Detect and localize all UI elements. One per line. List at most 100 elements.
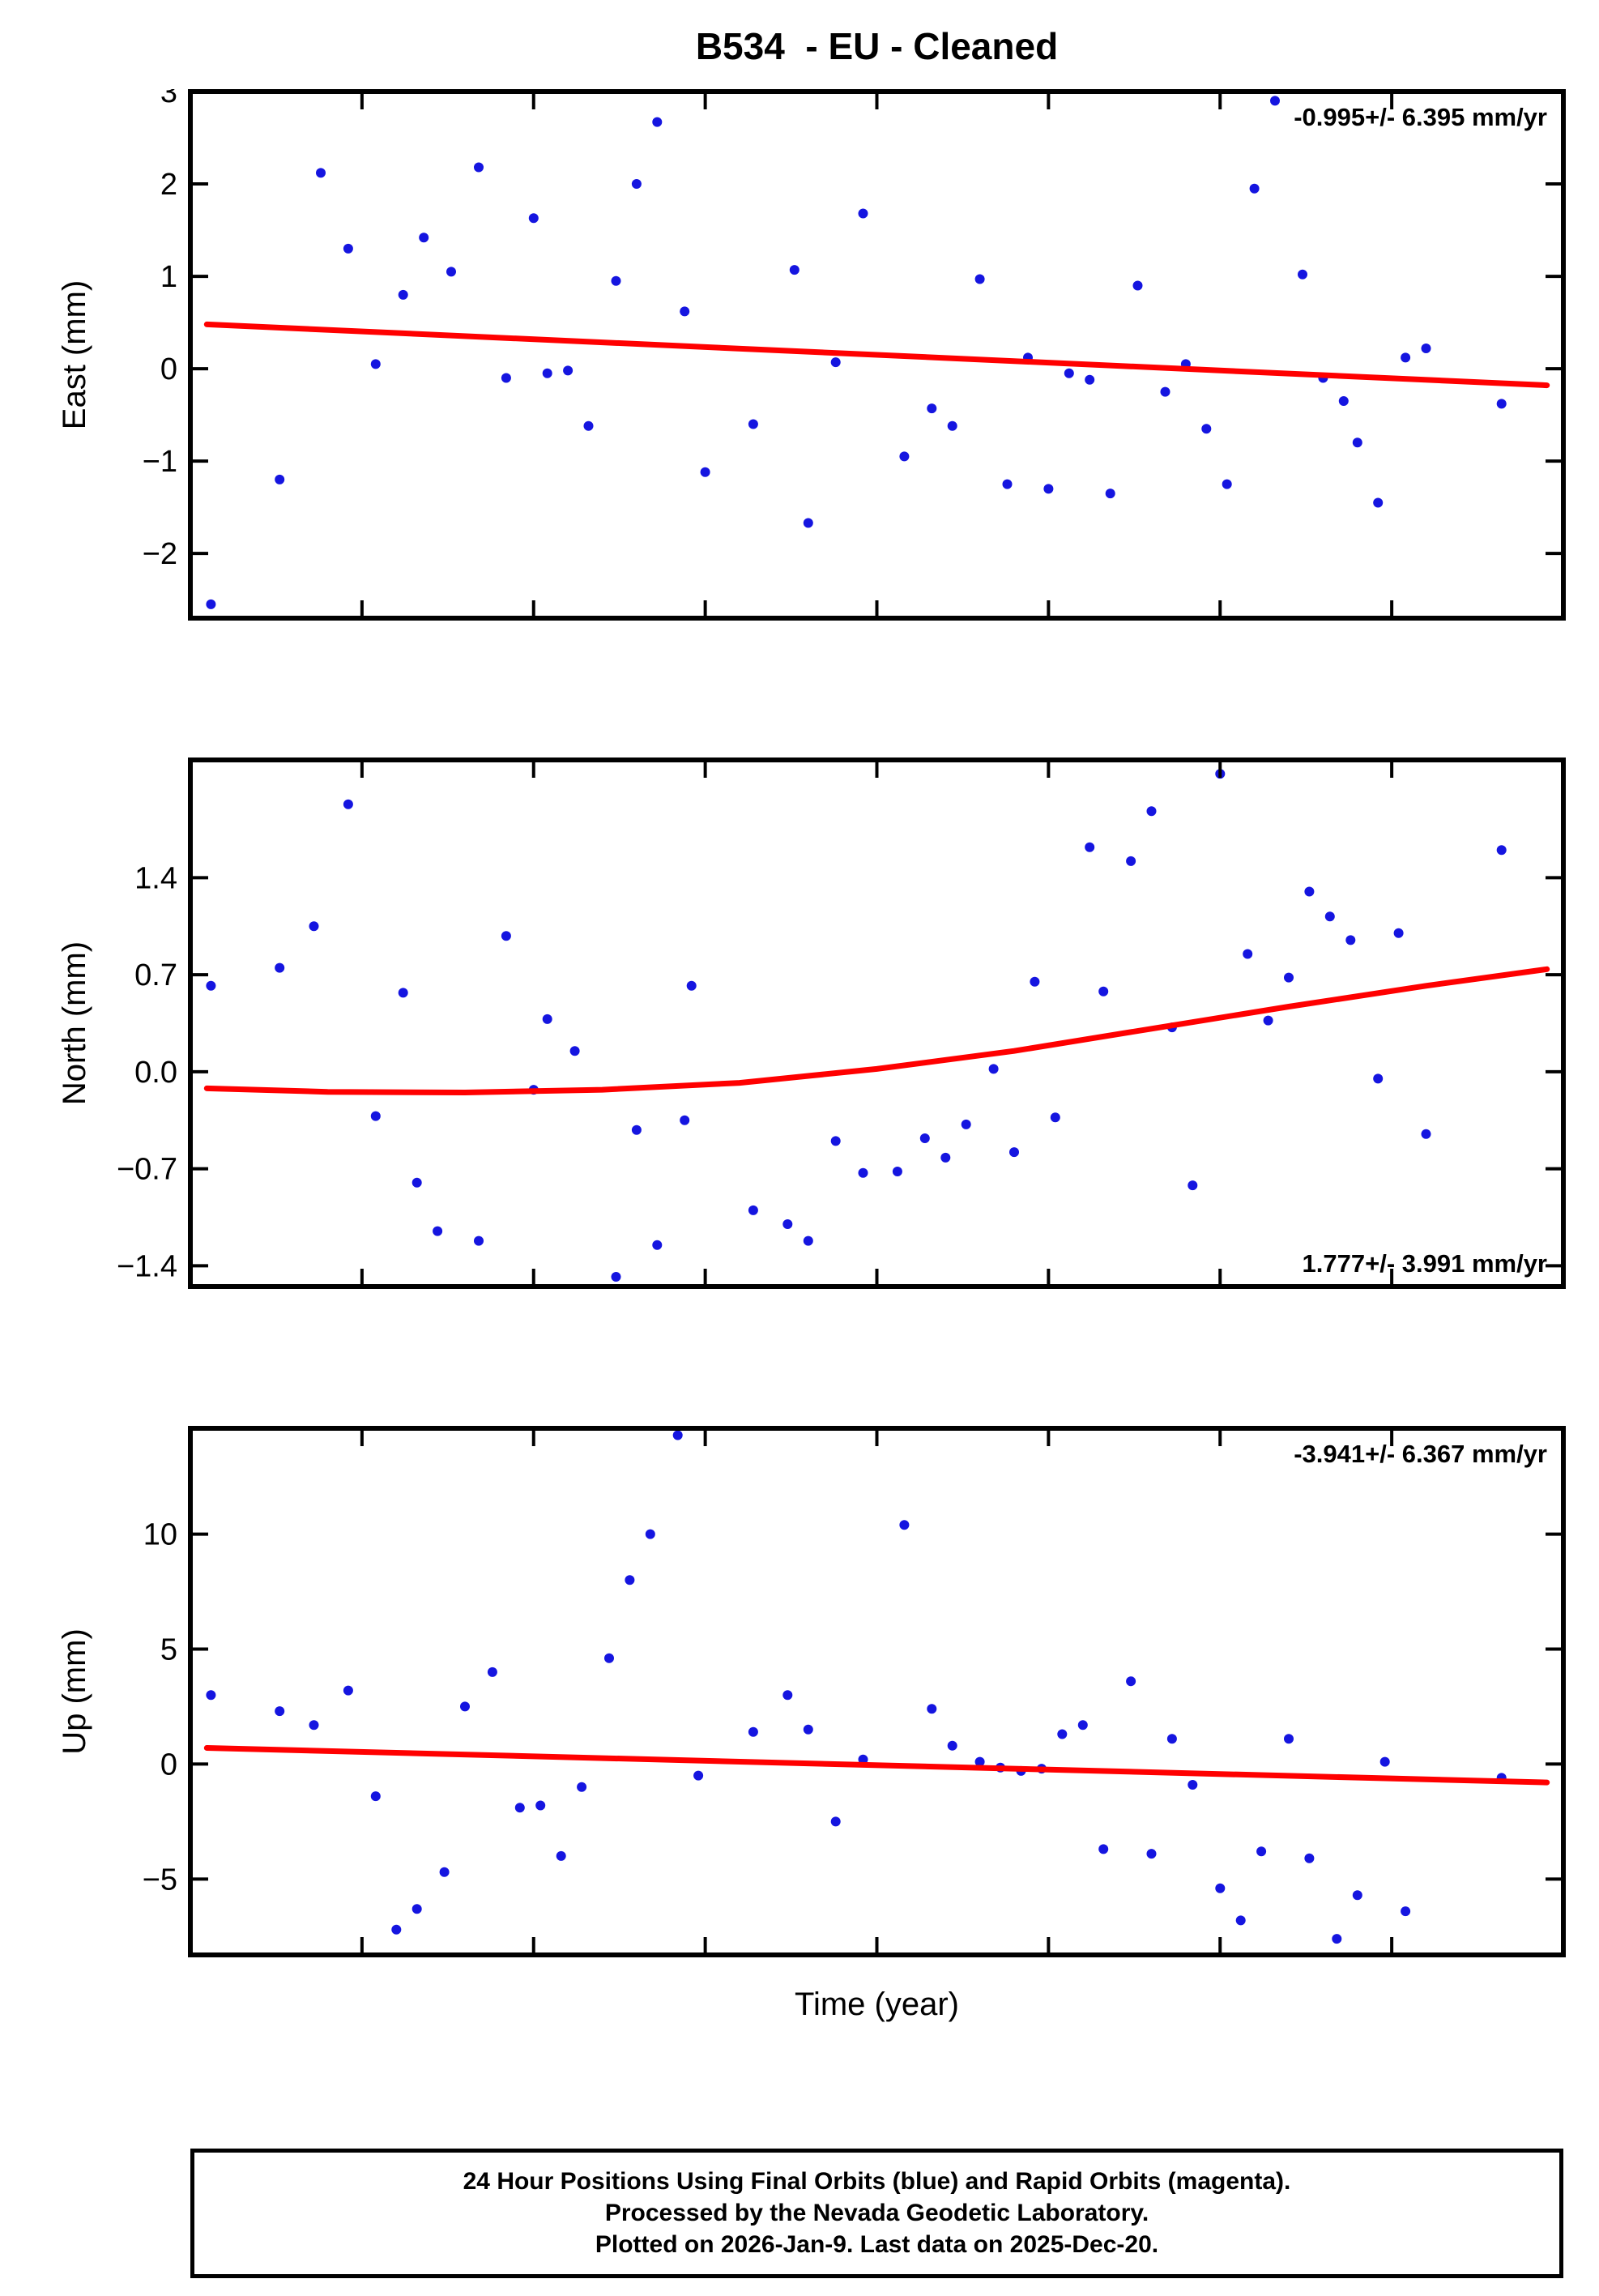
x-axis-title: Time (year) (795, 1987, 959, 2022)
data-point (1421, 1129, 1431, 1139)
data-point (501, 373, 511, 383)
data-point (1345, 935, 1356, 945)
data-point (686, 980, 697, 991)
y-tick-label: 1.4 (134, 861, 177, 895)
plot-frame (188, 1426, 1566, 1957)
data-point (1043, 484, 1054, 494)
data-point (604, 1653, 614, 1663)
data-point (556, 1850, 566, 1861)
data-point (1105, 489, 1115, 499)
y-tick-label: 2 (160, 168, 177, 202)
data-point (487, 1667, 497, 1677)
data-point (206, 980, 216, 991)
data-point (1373, 1073, 1384, 1084)
data-point (563, 365, 574, 376)
data-point (919, 1133, 930, 1143)
data-point (398, 289, 408, 300)
data-point (1270, 96, 1280, 106)
data-point (1166, 1734, 1177, 1744)
data-point (1256, 1846, 1267, 1857)
data-point (446, 267, 456, 277)
data-point (1298, 269, 1307, 280)
y-tick-label: −5 (143, 1863, 177, 1897)
data-point (988, 1064, 999, 1074)
data-point (474, 162, 484, 173)
data-point (1002, 479, 1013, 489)
data-point (830, 1816, 841, 1827)
trend-line (203, 321, 1550, 389)
data-point (514, 1803, 525, 1813)
data-point (645, 1529, 655, 1539)
data-point (858, 208, 868, 219)
data-point (542, 368, 552, 378)
data-point (460, 1701, 470, 1712)
y-tick-label: 0 (160, 1748, 177, 1782)
y-tick-label: −1.4 (117, 1249, 177, 1283)
east-chart: −2 −1 0 1 2 3 East (mm) -0.995+/- 6.395 mm/yr (57, 89, 1566, 621)
data-point (206, 1690, 216, 1701)
data-point (947, 420, 957, 431)
caption-line-1: 24 Hour Positions Using Final Orbits (bl… (463, 2168, 1291, 2195)
data-point (748, 419, 758, 429)
data-point (803, 1724, 813, 1735)
data-point (1064, 368, 1074, 378)
data-point (411, 1177, 422, 1188)
y-axis-title: Up (mm) (57, 1628, 92, 1755)
data-point (1146, 1849, 1157, 1859)
caption-box: 24 Hour Positions Using Final Orbits (bl… (190, 2149, 1563, 2278)
data-point (1126, 856, 1136, 866)
north-chart: −1.4 −0.7 0.0 0.7 1.4 North (mm) 1.777+/- 3.99… (57, 758, 1566, 1289)
data-point (782, 1219, 793, 1229)
data-point (1421, 344, 1431, 353)
data-point (680, 1115, 690, 1125)
data-point (940, 1152, 951, 1163)
data-point (411, 1904, 422, 1914)
data-point (1188, 1780, 1198, 1790)
caption-line-2: Processed by the Nevada Geodetic Laborat… (604, 2200, 1149, 2226)
rate-annotation: -0.995+/- 6.395 mm/yr (1294, 103, 1547, 131)
data-point (1243, 949, 1253, 959)
data-point (974, 1756, 985, 1767)
data-point (748, 1205, 758, 1215)
data-point (1222, 479, 1232, 489)
data-point (1352, 437, 1362, 448)
data-point (309, 1720, 319, 1731)
data-point (693, 1770, 704, 1781)
data-point (370, 1791, 381, 1802)
data-point (583, 420, 594, 431)
data-point (789, 265, 800, 275)
data-point (680, 306, 690, 317)
data-point (652, 1240, 663, 1250)
data-point (1496, 845, 1507, 856)
data-point (1401, 1906, 1411, 1917)
plot-frame (188, 758, 1566, 1289)
data-point (343, 243, 353, 254)
data-point (1050, 1112, 1060, 1123)
data-point (899, 451, 910, 462)
data-point (858, 1754, 868, 1765)
data-point (1188, 1180, 1198, 1191)
y-axis-title: East (mm) (57, 280, 92, 429)
data-point (803, 518, 813, 528)
data-point (275, 474, 285, 484)
data-point (1379, 1756, 1390, 1767)
data-point (419, 233, 429, 243)
data-point (1332, 1934, 1342, 1944)
y-axis-title: North (mm) (57, 941, 92, 1105)
data-point (611, 1272, 621, 1282)
data-point (947, 1740, 957, 1751)
data-point (1263, 1015, 1273, 1026)
data-point (439, 1867, 450, 1877)
data-point (398, 988, 408, 998)
y-tick-label: 10 (143, 1518, 177, 1552)
data-point (1304, 1853, 1315, 1863)
data-point (1085, 374, 1095, 385)
data-point (1098, 986, 1109, 996)
y-tick-label: −0.7 (117, 1153, 177, 1187)
data-point (899, 1520, 910, 1530)
data-point (803, 1235, 813, 1246)
data-point (474, 1235, 484, 1246)
data-point (1160, 386, 1170, 397)
data-point (343, 799, 353, 809)
